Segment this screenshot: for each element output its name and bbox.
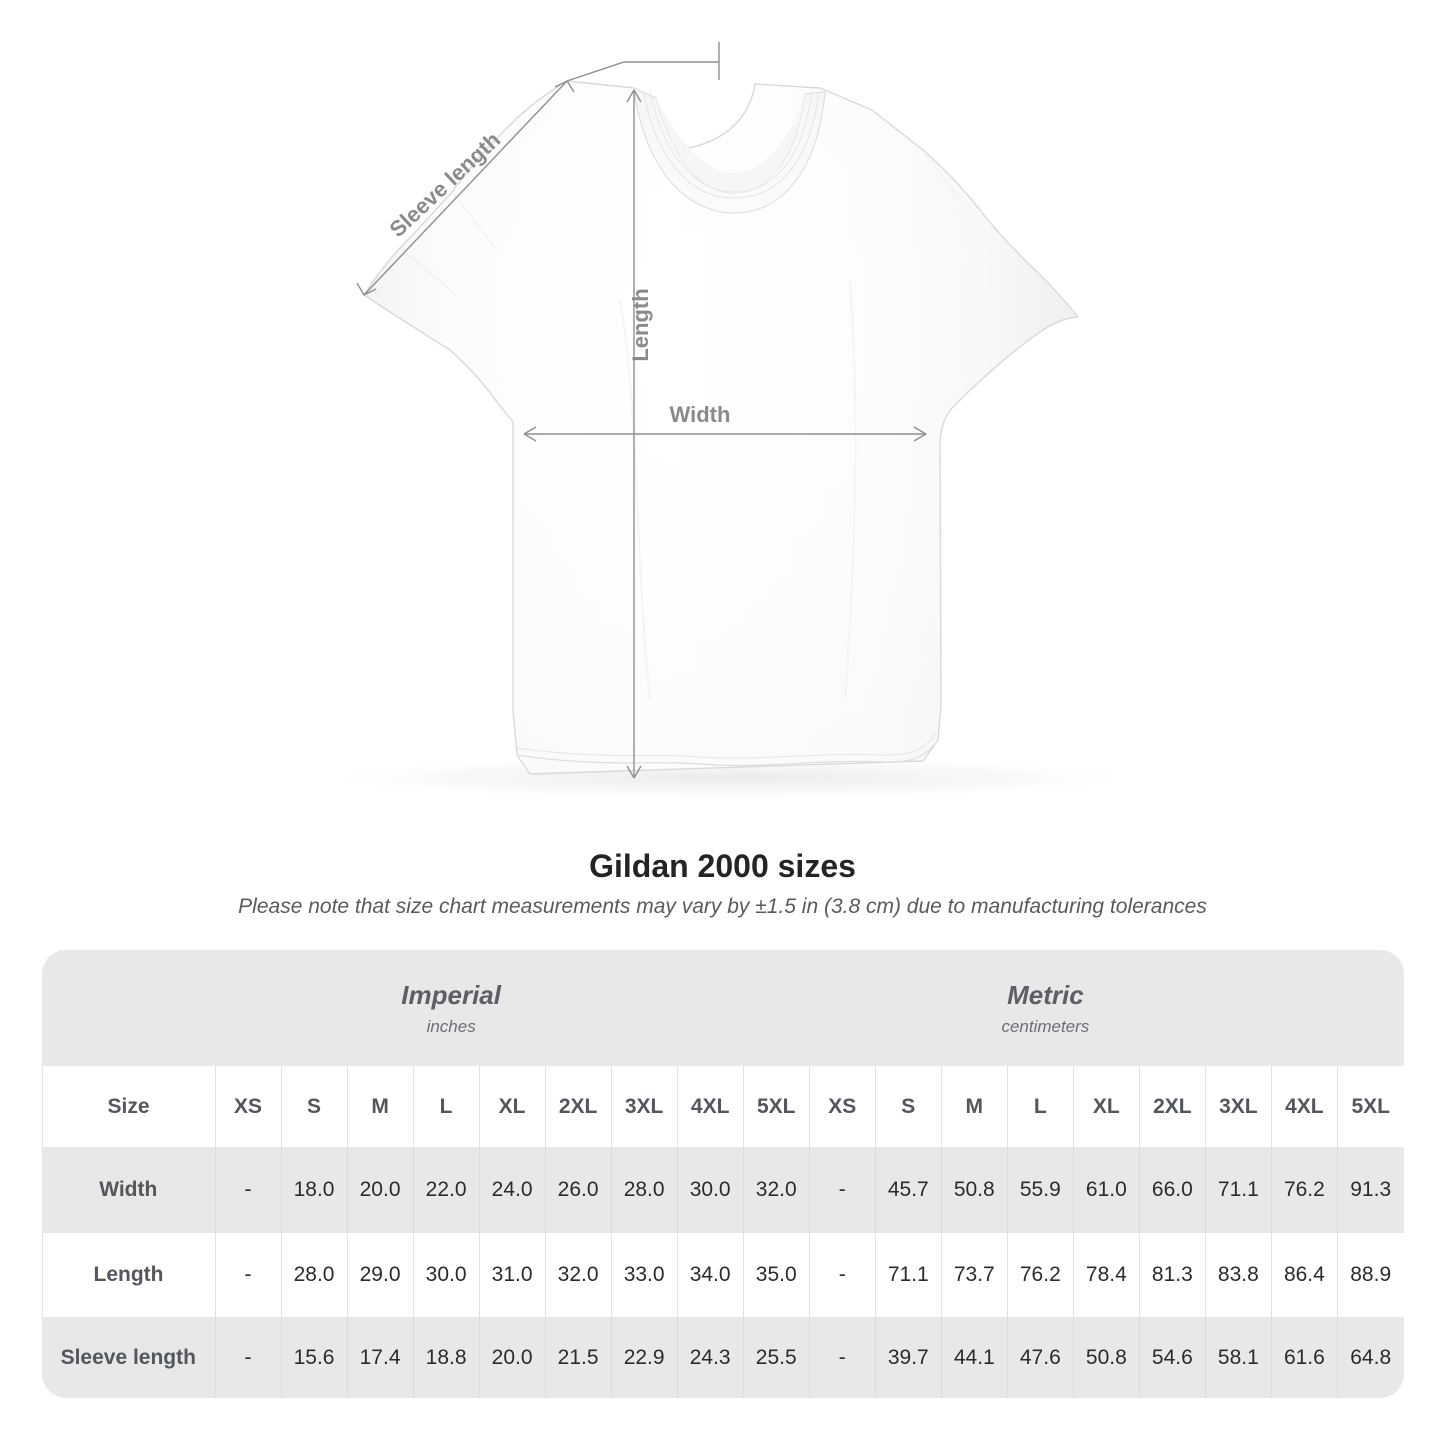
svg-text:Width: Width <box>670 402 731 427</box>
svg-text:Length: Length <box>628 288 653 361</box>
